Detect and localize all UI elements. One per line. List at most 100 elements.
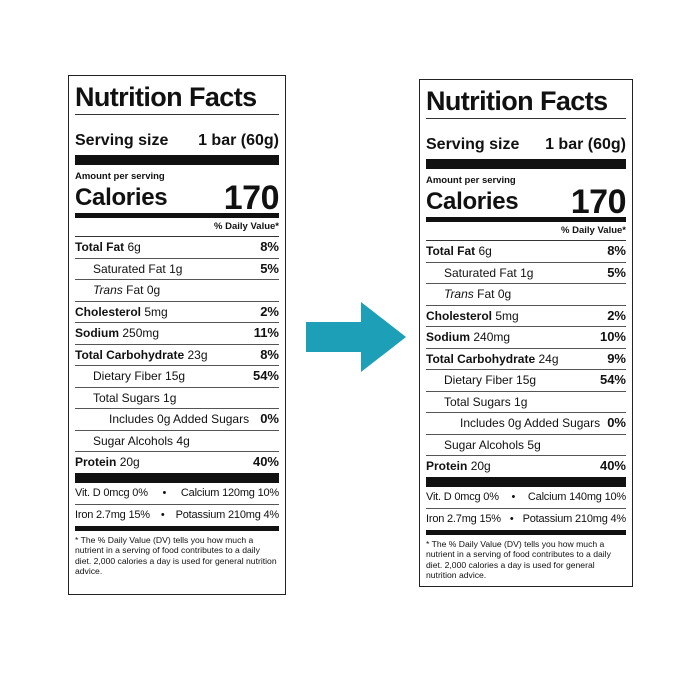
iron: Iron 2.7mg 15% [426,512,501,525]
nutrient-row: Trans Fat 0g [426,284,626,306]
nutrient-name: Total Carbohydrate [75,347,185,362]
daily-value-header: % Daily Value* [426,222,626,241]
divider [75,114,279,115]
vitamin-row: Vit. D 0mcg 0% • Calcium 120mg 10% [75,483,279,505]
nutrient-amount: 6g [127,240,141,254]
nutrient-amount: 5mg [144,304,168,319]
nutrition-label-before: Nutrition Facts Serving size 1 bar (60g)… [68,75,286,595]
nutrient-amount: 250mg [122,326,160,340]
amount-per-serving: Amount per serving [75,171,165,182]
nutrient-dv: 2% [607,307,626,323]
nutrient-name: Sugar Alcohols [93,433,174,448]
iron: Iron 2.7mg 15% [75,508,150,521]
vitamin-d: Vit. D 0mcg 0% [75,486,148,499]
nutrient-row: Saturated Fat 1g 5% [75,259,279,280]
nutrient-dv: 54% [599,372,626,387]
bullet-separator: • [509,512,514,525]
nutrient-name: Protein [75,455,117,469]
nutrient-name: Protein [426,459,468,473]
nutrient-amount: 20g [119,455,140,469]
calcium: Calcium 120mg 10% [180,486,279,499]
label-title: Nutrition Facts [75,82,257,112]
nutrient-dv: 0% [260,411,279,426]
nutrient-amount: 1g [520,265,534,280]
calcium: Calcium 140mg 10% [527,490,626,503]
nutrient-amount: 23g [187,347,208,362]
nutrient-row: Saturated Fat 1g 5% [426,263,626,284]
nutrient-name: Sodium [426,330,470,344]
thick-divider [426,159,626,169]
nutrient-amount: 15g [165,369,186,383]
nutrient-name: Trans [444,287,474,301]
nutrient-amount: 5mg [495,308,519,323]
nutrient-dv: 8% [260,239,279,254]
vitamin-row: Iron 2.7mg 15% • Potassium 210mg 4% [426,509,626,530]
nutrient-row: Total Fat 6g 8% [75,237,279,259]
nutrient-row: Cholesterol 5mg 2% [426,306,626,327]
nutrient-row: Dietary Fiber 15g 54% [75,366,279,388]
nutrient-name: Dietary Fiber [93,369,162,383]
calories-label: Calories [426,188,519,215]
nutrient-row: Includes 0g Added Sugars 0% [75,409,279,431]
nutrient-amount: 1g [514,394,528,409]
nutrient-name: Sugar Alcohols [444,437,525,452]
calories-value: 170 [223,179,280,217]
divider [426,118,626,119]
serving-size: Serving size 1 bar (60g) [426,135,626,155]
nutrient-row: Sugar Alcohols 5g [426,435,626,456]
bullet-separator: • [162,486,167,499]
potassium: Potassium 210mg 4% [522,512,627,525]
nutrient-name: Saturated Fat [93,261,166,276]
nutrient-dv: 5% [607,264,626,280]
nutrient-amount: 4g [176,433,190,448]
thick-divider [75,155,279,165]
nutrient-name: Includes 0g Added Sugars [460,416,601,430]
nutrient-amount: 24g [538,351,559,366]
nutrient-dv: 9% [607,350,626,366]
calories-row: Calories 170 [75,179,280,217]
thick-divider [75,472,279,483]
nutrient-amount: 5g [527,437,541,452]
bullet-separator: • [511,490,516,503]
potassium: Potassium 210mg 4% [175,508,280,521]
nutrient-name: Total Fat [426,244,476,258]
nutrient-row: Sodium 240mg 10% [426,327,626,349]
nutrient-row: Total Sugars 1g [75,388,279,409]
nutrient-dv: 2% [260,303,279,319]
serving-size-label: Serving size [75,132,169,149]
nutrient-name: Dietary Fiber [444,373,513,387]
right-arrow-icon [306,302,406,372]
nutrient-name: Total Fat [75,240,125,254]
nutrient-name: Total Carbohydrate [426,351,536,366]
nutrient-name: Cholesterol [75,304,142,319]
nutrient-row: Cholesterol 5mg 2% [75,302,279,323]
medium-divider [75,213,279,218]
thick-divider [426,476,626,487]
vitamin-row: Vit. D 0mcg 0% • Calcium 140mg 10% [426,487,626,509]
medium-divider [426,529,626,535]
nutrition-label-after: Nutrition Facts Serving size 1 bar (60g)… [419,79,633,587]
nutrient-name: Total Sugars [444,394,511,409]
nutrient-name: Includes 0g Added Sugars [109,412,250,426]
nutrient-amount: 240mg [473,330,511,344]
nutrient-amount: 1g [163,390,177,405]
nutrient-row: Total Sugars 1g [426,392,626,413]
nutrient-row: Total Fat 6g 8% [426,241,626,263]
nutrient-name: Cholesterol [426,308,493,323]
nutrient-name: Sodium [75,326,119,340]
nutrient-dv: 40% [252,454,279,469]
nutrient-dv: 10% [599,329,626,344]
vitamin-d: Vit. D 0mcg 0% [426,490,499,503]
nutrient-dv: 5% [260,260,279,276]
nutrient-dv: 54% [252,368,279,383]
daily-value-header: % Daily Value* [75,218,279,237]
serving-size: Serving size 1 bar (60g) [75,131,279,151]
nutrient-row: Trans Fat 0g [75,280,279,302]
vitamin-row: Iron 2.7mg 15% • Potassium 210mg 4% [75,505,279,526]
serving-size-value: 1 bar (60g) [198,132,279,149]
footnote: * The % Daily Value (DV) tells you how m… [75,534,277,577]
nutrient-row: Total Carbohydrate 23g 8% [75,345,279,366]
nutrient-name: Saturated Fat [444,265,517,280]
nutrient-amount: 6g [478,244,492,258]
nutrient-dv: 11% [253,325,279,340]
